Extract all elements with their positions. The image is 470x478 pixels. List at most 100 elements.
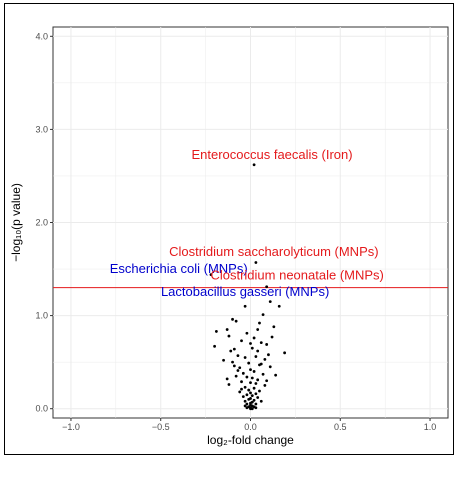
data-point bbox=[243, 399, 247, 403]
data-point bbox=[252, 163, 256, 167]
data-point bbox=[245, 331, 249, 335]
data-point bbox=[225, 377, 229, 381]
data-point bbox=[247, 388, 251, 392]
x-tick-label: 0.5 bbox=[334, 422, 347, 432]
data-point bbox=[227, 383, 231, 386]
data-points bbox=[209, 163, 287, 411]
data-point bbox=[274, 373, 278, 377]
data-point bbox=[250, 376, 254, 380]
data-point bbox=[243, 385, 247, 389]
data-point bbox=[261, 313, 265, 317]
data-point bbox=[263, 357, 267, 361]
data-point bbox=[259, 362, 263, 366]
data-point bbox=[277, 304, 281, 308]
data-point bbox=[272, 325, 276, 329]
data-point bbox=[252, 398, 256, 402]
data-point bbox=[243, 404, 247, 408]
y-tick-label: 3.0 bbox=[35, 124, 48, 134]
data-point bbox=[265, 285, 269, 289]
data-point bbox=[240, 387, 243, 391]
data-point bbox=[232, 347, 236, 351]
data-point bbox=[256, 328, 260, 331]
axis-ticks: −1.0 −0.5 0.0 0.5 1.0 0.0 1.0 2.0 3.0 4.0 bbox=[35, 31, 436, 432]
y-tick-label: 1.0 bbox=[35, 311, 48, 321]
data-point bbox=[254, 392, 258, 396]
data-point bbox=[249, 381, 252, 385]
data-point bbox=[240, 380, 243, 384]
data-point bbox=[254, 382, 258, 385]
data-point bbox=[267, 353, 270, 357]
data-point bbox=[259, 341, 263, 344]
data-point bbox=[249, 391, 252, 395]
data-point bbox=[245, 402, 249, 406]
data-point bbox=[265, 379, 269, 383]
data-point bbox=[258, 389, 261, 393]
data-point bbox=[222, 358, 225, 362]
x-axis-label: log₂-fold change bbox=[207, 433, 294, 447]
data-point bbox=[268, 365, 272, 369]
data-point bbox=[265, 343, 269, 346]
annotations: Enterococcus faecalis (Iron) Clostridium … bbox=[110, 147, 384, 299]
data-point bbox=[213, 344, 216, 348]
annotation-label: Escherichia coli (MNPs) bbox=[110, 261, 248, 276]
data-point bbox=[245, 375, 249, 379]
data-point bbox=[249, 407, 252, 411]
data-point bbox=[247, 397, 251, 401]
data-point bbox=[238, 366, 242, 370]
data-point bbox=[254, 402, 258, 406]
data-point bbox=[258, 321, 261, 325]
data-point bbox=[268, 300, 272, 304]
data-point bbox=[259, 399, 263, 403]
data-point bbox=[250, 394, 254, 398]
data-point bbox=[254, 355, 258, 358]
data-point bbox=[241, 371, 245, 375]
x-tick-label: −1.0 bbox=[62, 422, 80, 432]
y-tick-label: 2.0 bbox=[35, 218, 48, 228]
data-point bbox=[231, 360, 234, 364]
data-point bbox=[209, 273, 213, 277]
x-tick-label: −0.5 bbox=[152, 422, 170, 432]
data-point bbox=[243, 356, 247, 359]
data-point bbox=[270, 335, 274, 339]
data-point bbox=[261, 372, 265, 376]
annotation-label: Lactobacillus gasseri (MNPs) bbox=[161, 284, 329, 299]
data-point bbox=[214, 330, 218, 333]
data-point bbox=[234, 374, 238, 378]
data-point bbox=[236, 354, 240, 358]
data-point bbox=[256, 396, 260, 399]
grid bbox=[52, 26, 449, 419]
data-point bbox=[263, 384, 267, 387]
data-point bbox=[243, 304, 247, 308]
data-point bbox=[249, 368, 252, 371]
data-point bbox=[240, 339, 243, 343]
data-point bbox=[241, 395, 245, 398]
data-point bbox=[245, 393, 249, 397]
annotation-label: Clostridium saccharolyticum (MNPs) bbox=[169, 244, 378, 259]
x-tick-label: 1.0 bbox=[424, 422, 437, 432]
data-point bbox=[234, 319, 238, 323]
data-point bbox=[252, 336, 256, 340]
y-tick-label: 4.0 bbox=[35, 31, 48, 41]
data-point bbox=[238, 390, 242, 394]
data-point bbox=[247, 361, 251, 365]
data-point bbox=[256, 378, 260, 382]
data-point bbox=[232, 364, 236, 368]
data-point bbox=[254, 406, 258, 410]
data-point bbox=[227, 334, 231, 338]
data-point bbox=[225, 328, 229, 331]
y-axis-label: −log₁₀(p value) bbox=[9, 183, 23, 262]
annotation-label: Clostridium neonatale (MNPs) bbox=[210, 267, 383, 282]
data-point bbox=[249, 342, 252, 345]
annotation-label: Enterococcus faecalis (Iron) bbox=[191, 147, 352, 162]
data-point bbox=[245, 406, 249, 410]
x-tick-label: 0.0 bbox=[244, 422, 257, 432]
data-point bbox=[283, 351, 287, 355]
data-point bbox=[231, 317, 234, 321]
data-point bbox=[254, 261, 258, 264]
data-point bbox=[256, 349, 260, 353]
data-point bbox=[236, 369, 240, 372]
data-point bbox=[252, 370, 256, 373]
data-point bbox=[252, 386, 256, 390]
data-point bbox=[229, 349, 233, 353]
